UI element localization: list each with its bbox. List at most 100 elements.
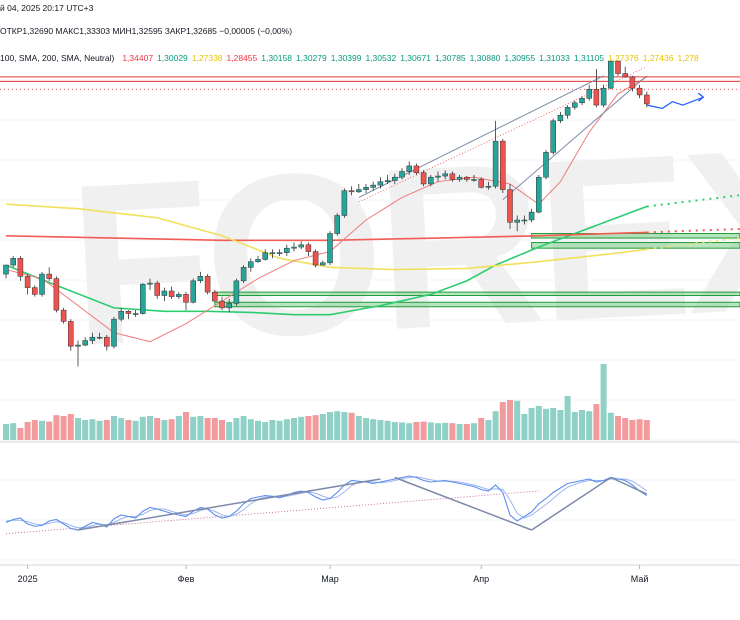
candle-body [60, 309, 67, 322]
header-ma-value: 1,34407 [122, 53, 154, 63]
annotation-lines [0, 66, 740, 203]
candles [3, 60, 650, 367]
candle-body [478, 179, 484, 188]
volume-bar [327, 412, 333, 440]
candle-body [190, 280, 196, 303]
candle-body [327, 233, 333, 264]
time-axis: 2025 Фев Мар Апр Май [18, 565, 648, 584]
volume-bar [125, 420, 132, 440]
osc-trend-line [394, 476, 532, 531]
candle-body [435, 175, 441, 178]
volume-bar [615, 416, 621, 440]
volume-bar [197, 416, 204, 440]
volume-bar [247, 419, 254, 440]
volume-bar [334, 411, 341, 440]
volume-bar [456, 424, 463, 440]
volume-bar [514, 400, 521, 440]
header-ma-value: 1,27338 [191, 53, 223, 63]
header-ma-value: 1,27436 [642, 53, 674, 63]
osc-trend-line [610, 476, 648, 495]
candle-body [471, 179, 477, 181]
volume-bar [593, 404, 600, 440]
candle-body [212, 291, 218, 302]
volume-bar [492, 411, 499, 440]
volume-bar [17, 428, 24, 440]
candle-body [262, 252, 268, 260]
volume-bar [571, 412, 578, 440]
volume-bar [363, 418, 369, 440]
candle-body [356, 189, 362, 193]
candle-body [132, 313, 139, 315]
candle-body [564, 107, 571, 116]
volume-bar [161, 420, 168, 440]
candle-body [82, 340, 88, 346]
volume-bar [255, 420, 261, 440]
volume-bar [471, 423, 477, 440]
candle-body [240, 267, 247, 282]
candle-body [68, 321, 74, 347]
volume-bar [60, 416, 67, 440]
header-ma-value: 1,27376 [607, 53, 639, 63]
candle-body [334, 215, 340, 234]
header-ohlc: ОТКР1,32690 МАКС1,33303 МИН1,32595 ЗАКР1… [0, 26, 293, 36]
header-ma-value: 1,31033 [539, 53, 570, 63]
candle-body [593, 89, 600, 106]
volume-bar [24, 422, 31, 440]
volume-bar [291, 418, 297, 440]
candle-body [586, 89, 592, 99]
candle-body [305, 244, 312, 252]
ma-line [5, 203, 647, 271]
volume-bar [139, 416, 146, 440]
volume-bar [564, 396, 571, 440]
candle-body [147, 282, 153, 285]
volume-bar [370, 419, 377, 440]
candle-body [89, 336, 96, 341]
candle-body [24, 276, 31, 288]
candle-body [10, 258, 16, 266]
candle-body [269, 252, 276, 254]
candle-body [413, 165, 420, 173]
candle-body [557, 114, 564, 122]
osc-main-line [5, 475, 648, 531]
volume-bar [276, 420, 283, 440]
zone-rect [214, 301, 740, 308]
candle-body [406, 165, 412, 172]
volume-bar [103, 420, 110, 440]
ma-projection [646, 194, 740, 208]
volume-bar [175, 416, 182, 440]
candle-body [449, 173, 456, 180]
candle-body [514, 219, 520, 223]
candle-body [140, 283, 146, 314]
volume-bar [319, 414, 326, 440]
header-ma-value: 1,30029 [157, 53, 188, 63]
volume-bar [298, 416, 305, 440]
candle-body [176, 294, 182, 297]
volume-bar [622, 418, 629, 440]
zone-rect [214, 291, 740, 296]
volume-bar [233, 418, 240, 440]
axis-tick-label: Апр [473, 574, 489, 584]
osc-trend-line [77, 478, 381, 531]
volume-bar [269, 420, 276, 440]
volume-bar [348, 412, 355, 440]
volume-bar [190, 416, 197, 440]
candle-body [219, 300, 225, 309]
axis-tick-label: Мар [321, 574, 339, 584]
candle-body [600, 87, 607, 106]
candle-body [636, 87, 643, 96]
volume-bar [643, 420, 650, 440]
volume-bar [600, 364, 607, 440]
volume-bar [111, 416, 117, 440]
volume-bar [46, 421, 53, 440]
candle-body [507, 189, 513, 223]
candle-body [233, 280, 240, 304]
volume-bar [485, 420, 492, 440]
candle-body [17, 258, 24, 277]
volume-bars [3, 364, 650, 440]
volume-bar [636, 419, 643, 440]
volume-bar [579, 410, 585, 440]
volume-bar [435, 423, 441, 440]
volume-bar [67, 414, 74, 440]
